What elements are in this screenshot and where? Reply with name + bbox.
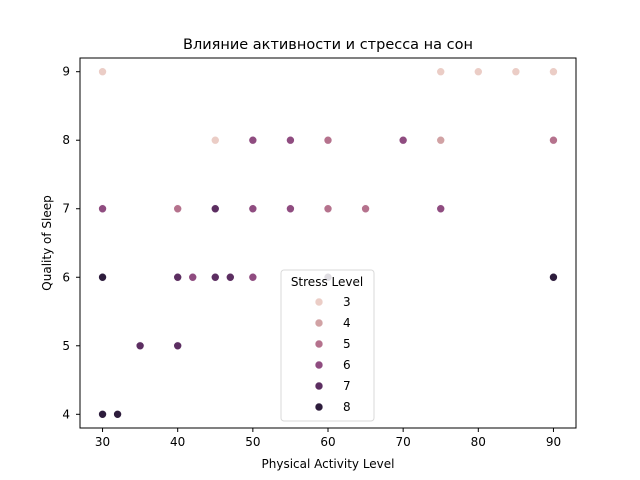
legend-marker <box>314 297 324 307</box>
data-point <box>98 272 107 282</box>
data-point <box>323 135 333 145</box>
legend-label: 6 <box>343 358 351 372</box>
legend-box <box>280 269 375 422</box>
data-point <box>188 272 198 282</box>
data-point <box>398 135 408 145</box>
data-point <box>98 409 107 419</box>
data-point <box>323 204 333 214</box>
y-axis-label: Quality of Sleep <box>40 195 54 290</box>
data-point <box>474 67 483 77</box>
data-point <box>436 204 446 214</box>
y-tick-label: 5 <box>62 339 70 353</box>
data-point <box>286 135 295 145</box>
legend-title: Stress Level <box>291 275 363 289</box>
y-tick-label: 8 <box>62 133 70 147</box>
legend-label: 5 <box>343 337 351 351</box>
legend-marker <box>314 360 324 370</box>
x-tick-label: 50 <box>245 435 260 449</box>
points-layer <box>98 67 558 419</box>
data-point <box>248 135 258 145</box>
legend: Stress Level 3 4 5 6 7 8 <box>280 269 375 422</box>
legend-marker <box>314 402 324 412</box>
data-point <box>361 204 370 214</box>
legend-label: 3 <box>343 295 351 309</box>
data-point <box>511 67 521 77</box>
x-tick-label: 60 <box>320 435 335 449</box>
data-point <box>286 204 295 214</box>
y-tick-label: 6 <box>62 270 70 284</box>
chart-title: Влияние активности и стресса на сон <box>183 37 473 53</box>
data-point <box>549 67 558 77</box>
data-point <box>226 272 235 282</box>
y-axis-ticks: 4 5 6 7 8 9 <box>62 65 80 421</box>
data-point <box>210 204 220 214</box>
data-point <box>436 135 446 145</box>
x-tick-label: 80 <box>471 435 486 449</box>
data-point <box>436 67 446 77</box>
legend-marker <box>314 339 324 349</box>
x-tick-label: 70 <box>396 435 411 449</box>
x-tick-label: 90 <box>546 435 561 449</box>
data-point <box>549 272 558 282</box>
legend-label: 8 <box>343 400 351 414</box>
y-tick-label: 4 <box>62 407 70 421</box>
data-point <box>248 272 258 282</box>
data-point <box>173 204 182 214</box>
x-tick-label: 40 <box>170 435 185 449</box>
x-tick-label: 30 <box>95 435 110 449</box>
y-tick-label: 9 <box>62 65 70 79</box>
x-axis-ticks: 30 40 50 60 70 80 90 <box>95 428 561 449</box>
data-point <box>248 204 258 214</box>
data-point <box>135 341 145 351</box>
data-point <box>113 409 122 419</box>
data-point <box>210 135 220 145</box>
data-point <box>98 204 107 214</box>
y-tick-label: 7 <box>62 202 70 216</box>
legend-label: 7 <box>343 379 351 393</box>
data-point <box>173 272 182 282</box>
legend-marker <box>314 381 324 391</box>
data-point <box>98 67 107 77</box>
data-point <box>173 341 182 351</box>
legend-marker <box>314 318 324 328</box>
data-point <box>210 272 220 282</box>
legend-label: 4 <box>343 316 351 330</box>
x-axis-label: Physical Activity Level <box>262 457 395 471</box>
data-point <box>549 135 558 145</box>
